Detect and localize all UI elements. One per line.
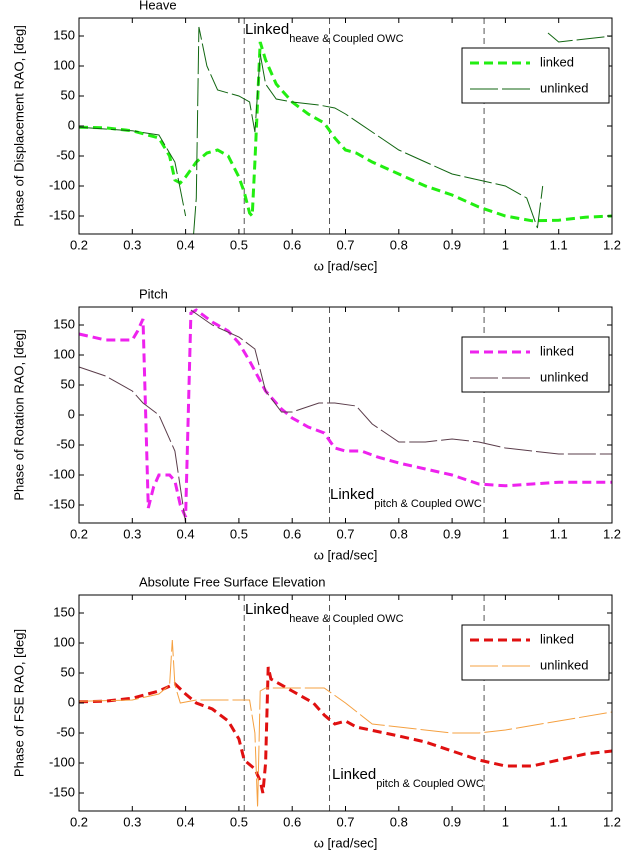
- annotation-subscript: pitch & Coupled OWC: [374, 498, 482, 510]
- annotation-subscript: pitch & Coupled OWC: [376, 778, 484, 790]
- x-tick-label: 0.7: [336, 526, 354, 541]
- x-tick-label: 0.4: [177, 237, 195, 252]
- x-axis-label: ω [rad/sec]: [314, 547, 378, 562]
- data-line: [78, 26, 613, 235]
- annotation: Linkedheave & Coupled OWC: [245, 21, 404, 45]
- data-line: [78, 308, 612, 518]
- data-line: [78, 666, 613, 794]
- y-tick-label: 50: [61, 664, 75, 679]
- data-line: [78, 309, 612, 524]
- x-tick-label: 0.8: [390, 814, 408, 829]
- x-tick-label: 0.3: [123, 526, 141, 541]
- x-tick-label: 1: [502, 526, 509, 541]
- y-tick-label: -50: [56, 147, 75, 162]
- x-tick-label: 0.7: [336, 814, 354, 829]
- x-axis-label: ω [rad/sec]: [314, 258, 378, 273]
- x-tick-label: 0.9: [443, 814, 461, 829]
- annotation-text: Linked: [332, 766, 376, 783]
- panel: 0.2 0.3 0.4 0.5 0.6 0.7 0.8 0.9 1 1.1 1.2 -150 -100 -…: [11, 286, 621, 562]
- annotation-subscript: heave & Coupled OWC: [289, 33, 403, 45]
- y-tick-label: 0: [68, 406, 75, 421]
- chart-title: Absolute Free Surface Elevation: [139, 574, 325, 589]
- x-tick-label: 1.1: [550, 526, 568, 541]
- x-tick-label: 0.2: [70, 237, 88, 252]
- y-tick-label: 0: [68, 694, 75, 709]
- x-tick-label: 0.5: [230, 814, 248, 829]
- annotation: Linkedheave & Coupled OWC: [245, 601, 404, 625]
- y-tick-label: -100: [49, 754, 75, 769]
- x-tick-label: 0.2: [70, 814, 88, 829]
- x-tick-label: 1.1: [550, 237, 568, 252]
- y-tick-label: -150: [49, 496, 75, 511]
- x-tick-label: 0.6: [283, 526, 301, 541]
- x-tick-label: 0.6: [283, 814, 301, 829]
- y-tick-label: 50: [61, 87, 75, 102]
- x-tick-label: 0.9: [443, 237, 461, 252]
- x-tick-label: 0.4: [177, 526, 195, 541]
- x-tick-label: 0.5: [230, 526, 248, 541]
- annotation-text: Linked: [330, 486, 374, 503]
- x-tick-label: 0.5: [230, 237, 248, 252]
- y-tick-label: 150: [53, 604, 75, 619]
- x-tick-label: 1: [502, 814, 509, 829]
- legend-label: linked: [540, 54, 574, 69]
- x-tick-label: 0.4: [177, 814, 195, 829]
- chart-title: Heave: [139, 0, 177, 12]
- annotation: Linkedpitch & Coupled OWC: [332, 766, 484, 790]
- y-tick-label: -100: [49, 177, 75, 192]
- panel: 0.2 0.3 0.4 0.5 0.6 0.7 0.8 0.9 1 1.1 1.2 -150 -100 -…: [11, 574, 621, 850]
- x-tick-label: 1.1: [550, 814, 568, 829]
- chart-title: Pitch: [139, 286, 168, 301]
- x-tick-label: 0.3: [123, 237, 141, 252]
- y-tick-label: 150: [53, 27, 75, 42]
- y-tick-label: 100: [53, 634, 75, 649]
- y-axis-label: Phase of Displacement RAO, [deg]: [11, 25, 26, 227]
- y-tick-label: -150: [49, 784, 75, 799]
- y-tick-label: 0: [68, 117, 75, 132]
- y-tick-label: 50: [61, 376, 75, 391]
- x-tick-label: 0.7: [336, 237, 354, 252]
- annotation: Linkedpitch & Coupled OWC: [330, 486, 482, 510]
- legend-label: unlinked: [540, 80, 588, 95]
- x-axis-label: ω [rad/sec]: [314, 835, 378, 850]
- x-tick-label: 1: [502, 237, 509, 252]
- legend-label: linked: [540, 343, 574, 358]
- legend-box: [461, 47, 610, 104]
- y-tick-label: 100: [53, 346, 75, 361]
- y-tick-label: 150: [53, 316, 75, 331]
- x-tick-label: 1.2: [603, 814, 621, 829]
- legend-label: unlinked: [540, 369, 588, 384]
- x-tick-label: 0.6: [283, 237, 301, 252]
- legend-label: unlinked: [540, 657, 588, 672]
- y-axis-label: Phase of Rotation RAO, [deg]: [11, 329, 26, 500]
- y-tick-label: -100: [49, 466, 75, 481]
- x-tick-label: 0.3: [123, 814, 141, 829]
- annotation-subscript: heave & Coupled OWC: [289, 613, 403, 625]
- annotation-text: Linked: [245, 21, 289, 38]
- panel: 0.2 0.3 0.4 0.5 0.6 0.7 0.8 0.9 1 1.1 1.2 -150 -100 -…: [11, 0, 621, 273]
- x-tick-label: 0.9: [443, 526, 461, 541]
- y-tick-label: -150: [49, 207, 75, 222]
- legend-label: linked: [540, 631, 574, 646]
- legend-box: [461, 336, 610, 393]
- x-tick-label: 1.2: [603, 237, 621, 252]
- y-tick-label: -50: [56, 436, 75, 451]
- x-tick-label: 0.8: [390, 526, 408, 541]
- legend-box: [461, 624, 610, 681]
- data-line: [78, 639, 613, 809]
- x-tick-label: 0.2: [70, 526, 88, 541]
- y-tick-label: -50: [56, 724, 75, 739]
- y-axis-label: Phase of FSE RAO, [deg]: [11, 629, 26, 777]
- x-tick-label: 1.2: [603, 526, 621, 541]
- annotation-text: Linked: [245, 601, 289, 618]
- y-tick-label: 100: [53, 57, 75, 72]
- x-tick-label: 0.8: [390, 237, 408, 252]
